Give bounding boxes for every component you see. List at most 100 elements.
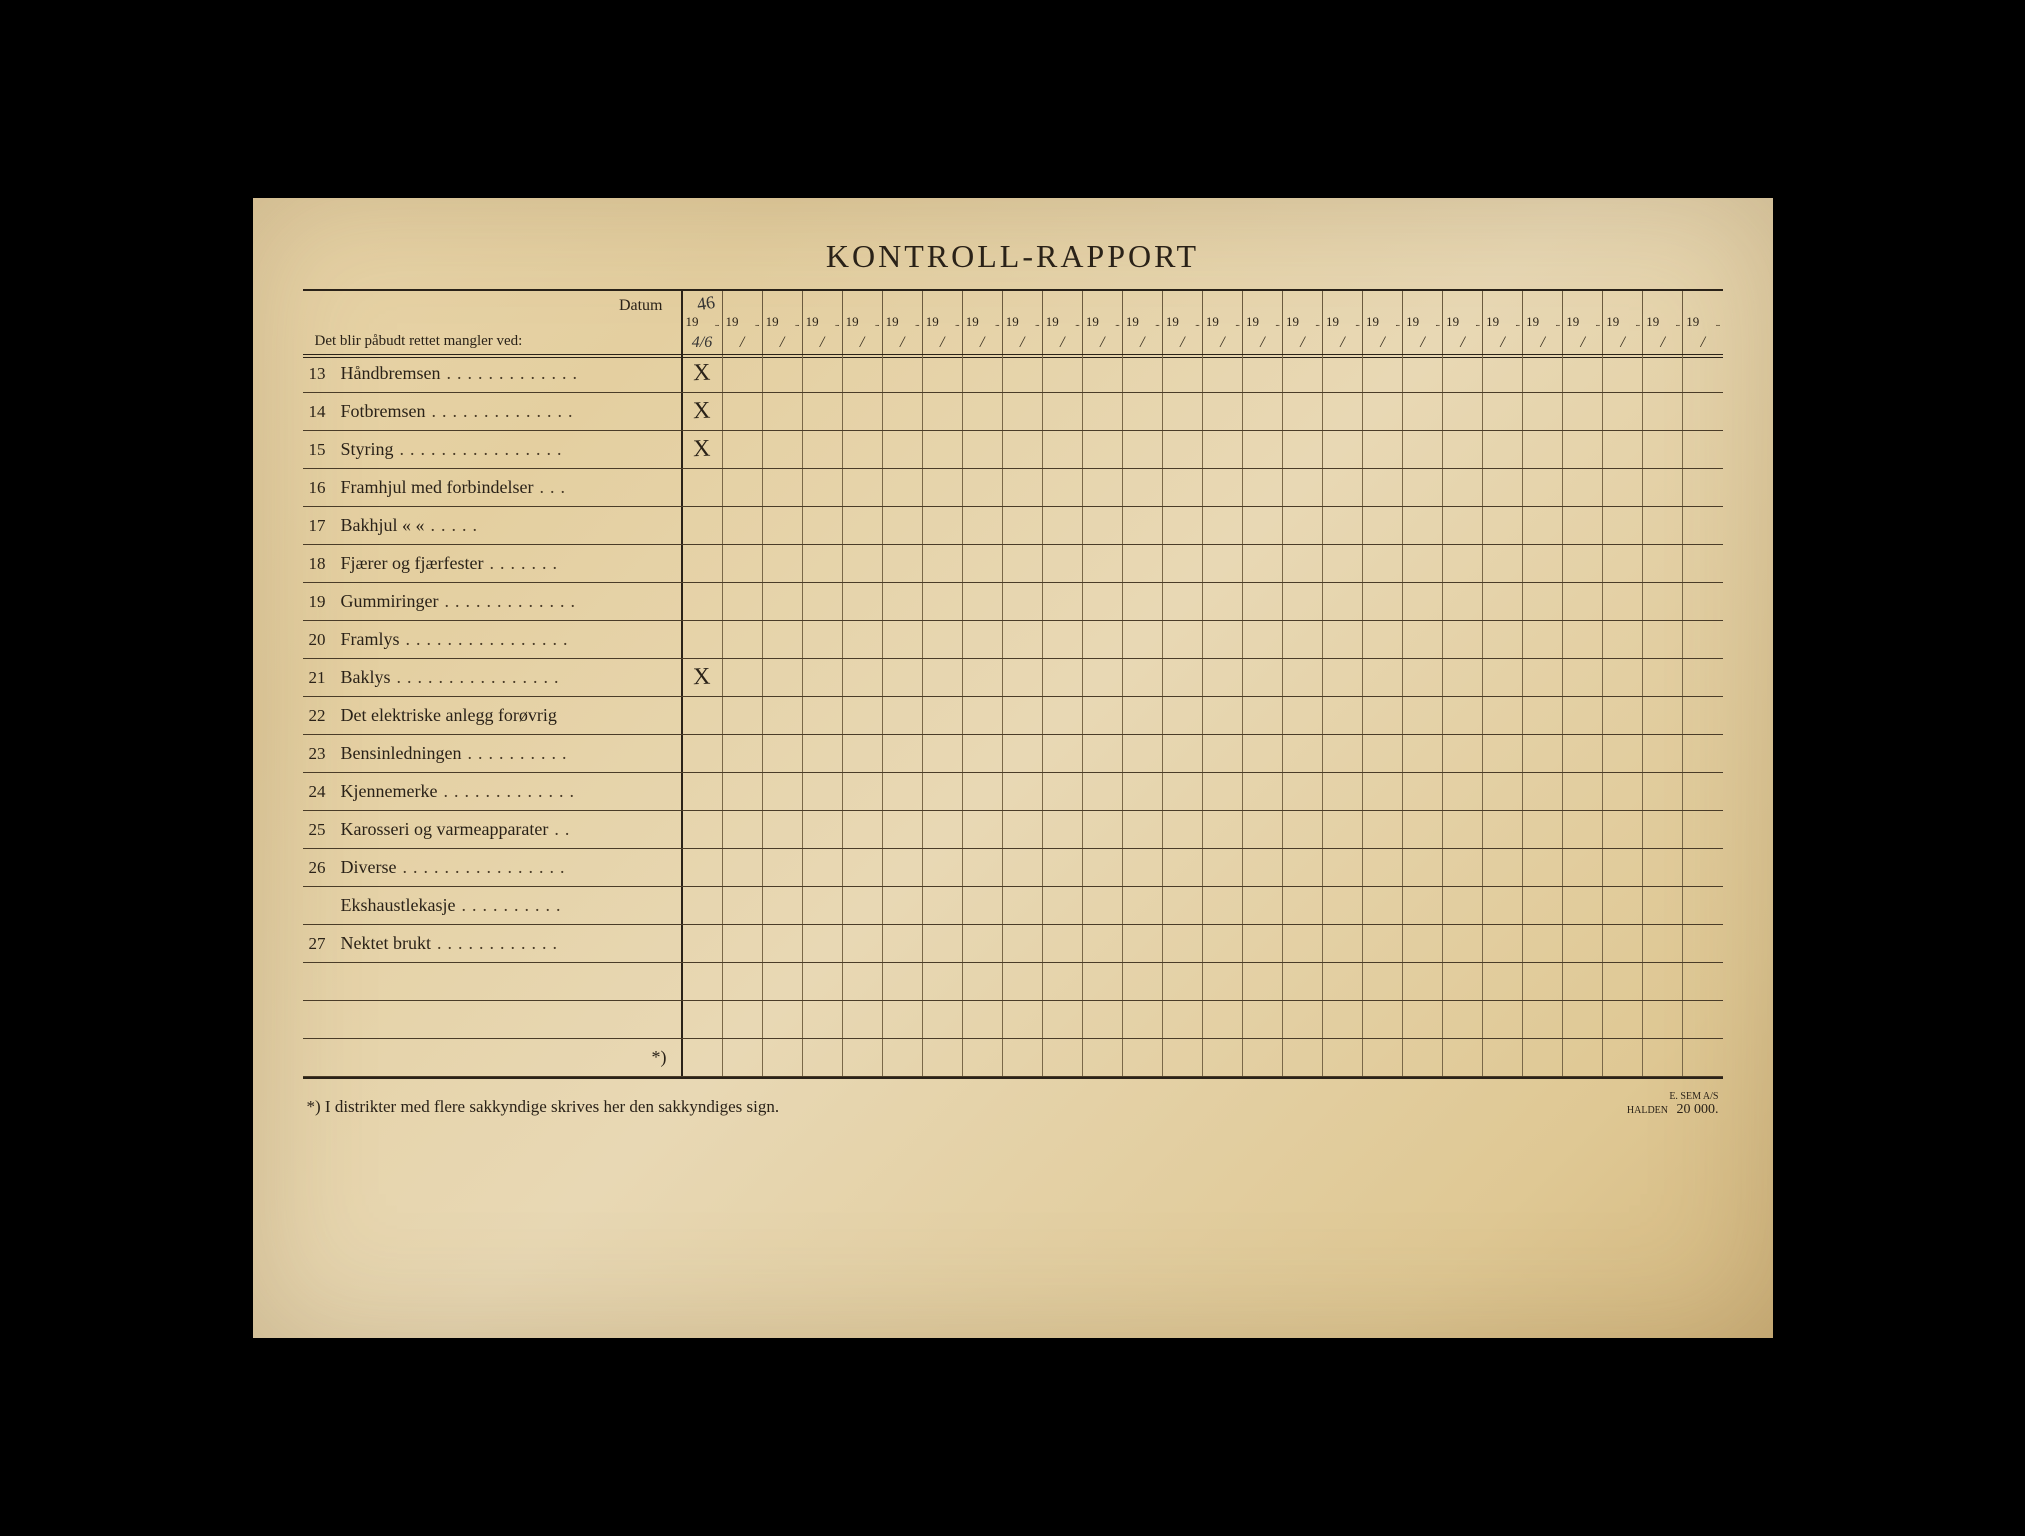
date-slash-cell: / [763,332,802,354]
grid-cell [1323,773,1363,810]
grid-cell [1043,545,1083,582]
printer-line1: E. SEM A/S [1669,1091,1718,1102]
grid-cell [963,963,1003,1000]
grid-cell [1123,735,1163,772]
grid-cell [1363,849,1403,886]
table-row [303,1001,1723,1039]
grid-cell [803,355,843,392]
grid-cell [763,431,803,468]
grid-cell [963,431,1003,468]
grid-cell [963,849,1003,886]
leader-dots: ................ [402,857,570,877]
row-label-cell: 14Fotbremsen.............. [303,393,683,430]
grid-cell [923,431,963,468]
grid-cell [923,355,963,392]
row-label-cell: 24Kjennemerke............. [303,773,683,810]
grid-cell [1443,811,1483,848]
date-slash-cell: / [1403,332,1442,354]
year-column: 19.../ [1083,291,1123,354]
grid-cell [1643,963,1683,1000]
grid-cell [1203,393,1243,430]
printer-mark: E. SEM A/S HALDEN 20 000. [1627,1091,1719,1117]
row-label-text: Framlys................ [341,629,681,650]
grid-cell [763,393,803,430]
year-prefix-cell: 19... [1483,291,1522,332]
grid-cell [1283,545,1323,582]
grid-cell [1483,773,1523,810]
grid-cell [883,735,923,772]
grid-cell [1683,811,1722,848]
grid-cell [1323,887,1363,924]
grid-cell [803,963,843,1000]
year-column: 19.../ [1483,291,1523,354]
grid-cell [1083,583,1123,620]
grid-cell [1243,621,1283,658]
grid-cell [1443,735,1483,772]
grid-cell [1203,1039,1243,1076]
grid-cell [1123,431,1163,468]
datum-label: Datum [309,297,671,315]
leader-dots: ............ [437,933,563,953]
date-slash-cell: / [923,332,962,354]
leader-dots: ................ [397,667,565,687]
grid-cell [1043,431,1083,468]
year-prefix-cell: 19... [923,291,962,332]
grid-cell [1443,887,1483,924]
table-header-row: Datum Det blir påbudt rettet mangler ved… [303,291,1723,355]
grid-cell [1163,621,1203,658]
grid-cell [723,849,763,886]
grid-cell [1043,811,1083,848]
grid-cell [803,583,843,620]
grid-cell [1083,849,1123,886]
grid-cell [1403,773,1443,810]
grid-cell [1643,697,1683,734]
grid-cell [843,735,883,772]
grid-cell [963,393,1003,430]
date-slash-cell: / [1523,332,1562,354]
grid-cell [1363,507,1403,544]
header-date-columns: 19...464/619.../19.../19.../19.../19.../… [683,291,1723,354]
grid-cell [1683,355,1722,392]
year-prefix-cell: 19... [1243,291,1282,332]
grid-cell [843,355,883,392]
row-grid: X [683,393,1723,430]
grid-cell [1483,469,1523,506]
grid-cell [963,659,1003,696]
grid-cell [1043,887,1083,924]
row-label-text: Det elektriske anlegg forøvrig [341,705,681,726]
grid-cell [1403,469,1443,506]
date-slash-cell: / [1603,332,1642,354]
grid-cell [763,1001,803,1038]
date-slash-cell: / [1563,332,1602,354]
grid-cell [1683,735,1722,772]
grid-cell [723,697,763,734]
grid-cell [1443,849,1483,886]
grid-cell [1603,355,1643,392]
grid-cell [1403,963,1443,1000]
year-prefix-cell: 19... [763,291,802,332]
grid-cell [1243,659,1283,696]
year-prefix-cell: 19... [723,291,762,332]
grid-cell [1523,735,1563,772]
grid-cell [1563,849,1603,886]
grid-cell [1643,583,1683,620]
grid-cell [963,1039,1003,1076]
grid-cell [923,849,963,886]
date-slash-cell: / [1083,332,1122,354]
row-label-cell: 21Baklys................ [303,659,683,696]
grid-cell [883,659,923,696]
grid-cell [1603,431,1643,468]
grid-cell [1403,849,1443,886]
table-row: 16Framhjul med forbindelser... [303,469,1723,507]
grid-cell [1043,393,1083,430]
grid-cell [803,849,843,886]
grid-cell [1243,1039,1283,1076]
grid-cell [683,887,723,924]
row-grid [683,1001,1723,1038]
year-column: 19.../ [963,291,1003,354]
row-grid [683,545,1723,582]
row-number: 19 [309,592,341,612]
bottom-rule [303,1077,1723,1079]
grid-cell [1643,431,1683,468]
grid-cell [683,773,723,810]
